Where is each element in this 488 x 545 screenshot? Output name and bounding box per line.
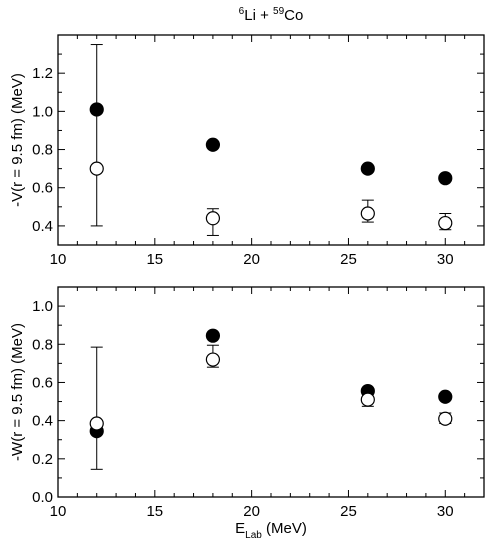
- x-tick-label: 30: [437, 251, 454, 268]
- y-tick-label: 1.0: [32, 298, 53, 315]
- y-tick-label: 0.4: [32, 218, 53, 235]
- x-tick-label: 15: [146, 503, 163, 520]
- filled-data-point: [360, 161, 375, 176]
- bottom-panel-frame: [57, 286, 485, 498]
- filled-data-point: [205, 328, 221, 343]
- filled-data-point: [438, 171, 453, 186]
- open-data-point: [205, 211, 221, 226]
- open-data-point: [89, 161, 104, 176]
- y-tick-label: 0.6: [32, 180, 53, 197]
- y-tick-label: 1.0: [32, 103, 53, 120]
- x-tick-label: 20: [243, 251, 260, 268]
- y-tick-label: 0.8: [32, 142, 53, 159]
- bottom-panel-y-axis-label: -W(r = 9.5 fm) (MeV): [9, 323, 26, 461]
- x-axis-label-subscript: Lab: [245, 530, 262, 541]
- y-tick-label: 1.2: [32, 65, 53, 82]
- y-tick-label: 0.0: [32, 489, 53, 506]
- open-data-point: [89, 416, 104, 431]
- bottom-panel-x-axis-label: ELab (MeV): [235, 520, 307, 541]
- open-data-point: [205, 352, 221, 367]
- top-panel-tick-labels: 10 15 20 25 30 0.4 0.6 0.8 1.0 1.2: [32, 65, 453, 268]
- top-panel: 10 15 20 25 30 0.4 0.6 0.8 1.0 1.2 -V(r = 9.5 fm)…: [9, 34, 485, 268]
- chart-title: 6Li + 59Co: [239, 6, 304, 24]
- title-element-co: Co: [284, 7, 303, 24]
- title-element-li: Li +: [244, 7, 273, 24]
- top-panel-ticks: [57, 35, 484, 245]
- top-panel-marks: [89, 44, 453, 236]
- open-data-point: [438, 411, 453, 426]
- title-mass-number-co: 59: [273, 6, 285, 17]
- filled-data-point: [205, 137, 221, 152]
- x-axis-label-symbol: E: [235, 520, 245, 537]
- y-tick-label: 0.8: [32, 336, 53, 353]
- open-data-point: [360, 206, 375, 221]
- x-tick-label: 25: [340, 251, 357, 268]
- x-tick-label: 15: [146, 251, 163, 268]
- bottom-panel-ticks: [57, 287, 484, 498]
- filled-data-point: [438, 389, 453, 404]
- bottom-panel: 10 15 20 25 30 0.0 0.2 0.4 0.6 0.8 1.0 -W(r = 9.5 …: [9, 286, 485, 541]
- x-tick-label: 30: [437, 503, 454, 520]
- y-tick-label: 0.6: [32, 374, 53, 391]
- bottom-panel-marks: [89, 328, 453, 470]
- top-panel-frame: [57, 34, 485, 246]
- title-mass-number-li: 6: [239, 6, 245, 17]
- x-tick-label: 25: [340, 503, 357, 520]
- x-tick-label: 10: [50, 503, 67, 520]
- bottom-panel-tick-labels: 10 15 20 25 30 0.0 0.2 0.4 0.6 0.8 1.0: [32, 298, 453, 520]
- x-tick-label: 20: [243, 503, 260, 520]
- y-tick-label: 0.4: [32, 413, 53, 430]
- y-tick-label: 0.2: [32, 451, 53, 468]
- top-panel-y-axis-label: -V(r = 9.5 fm) (MeV): [9, 73, 26, 207]
- x-axis-label-unit: (MeV): [262, 520, 307, 537]
- x-tick-label: 10: [50, 251, 67, 268]
- open-data-point: [360, 392, 375, 407]
- open-data-point: [438, 215, 453, 231]
